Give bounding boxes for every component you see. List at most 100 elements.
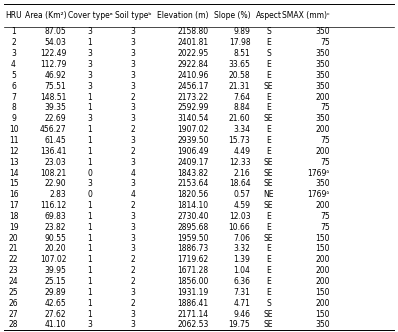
Text: 4.59: 4.59 — [233, 201, 250, 210]
Text: 54.03: 54.03 — [45, 38, 66, 47]
Text: 2410.96: 2410.96 — [177, 71, 209, 80]
Text: 1769ᵟ: 1769ᵟ — [308, 190, 330, 199]
Text: 17: 17 — [9, 201, 18, 210]
Text: 23.03: 23.03 — [45, 158, 66, 167]
Text: 1769ᵟ: 1769ᵟ — [308, 169, 330, 178]
Text: 12: 12 — [9, 147, 18, 156]
Text: 1: 1 — [88, 125, 92, 134]
Text: 8.51: 8.51 — [234, 49, 250, 58]
Text: 200: 200 — [316, 277, 330, 286]
Text: 1814.10: 1814.10 — [178, 201, 209, 210]
Text: 87.05: 87.05 — [45, 28, 66, 37]
Text: 3: 3 — [131, 38, 136, 47]
Text: 3: 3 — [88, 71, 92, 80]
Text: 150: 150 — [316, 244, 330, 253]
Text: 4: 4 — [11, 60, 16, 69]
Text: 200: 200 — [316, 201, 330, 210]
Text: 1: 1 — [88, 299, 92, 308]
Text: 18: 18 — [9, 212, 18, 221]
Text: 8.84: 8.84 — [234, 104, 250, 113]
Text: 2.16: 2.16 — [234, 169, 250, 178]
Text: 350: 350 — [315, 28, 330, 37]
Text: 3: 3 — [131, 158, 136, 167]
Text: 3: 3 — [88, 179, 92, 188]
Text: 1: 1 — [88, 277, 92, 286]
Text: E: E — [266, 71, 271, 80]
Text: E: E — [266, 60, 271, 69]
Text: 3: 3 — [131, 114, 136, 123]
Text: Elevation (m): Elevation (m) — [157, 11, 209, 20]
Text: 2895.68: 2895.68 — [177, 223, 209, 232]
Text: 3: 3 — [88, 114, 92, 123]
Text: 20.58: 20.58 — [229, 71, 250, 80]
Text: 7: 7 — [11, 93, 16, 102]
Text: 25.15: 25.15 — [45, 277, 66, 286]
Text: 22.69: 22.69 — [45, 114, 66, 123]
Text: 350: 350 — [315, 71, 330, 80]
Text: 1856.00: 1856.00 — [177, 277, 209, 286]
Text: 9.89: 9.89 — [234, 28, 250, 37]
Text: 8: 8 — [11, 104, 16, 113]
Text: 16: 16 — [9, 190, 18, 199]
Text: 1: 1 — [88, 136, 92, 145]
Text: 21.60: 21.60 — [229, 114, 250, 123]
Text: 19: 19 — [9, 223, 18, 232]
Text: 20.20: 20.20 — [45, 244, 66, 253]
Text: SE: SE — [264, 82, 273, 91]
Text: 22.90: 22.90 — [45, 179, 66, 188]
Text: 41.10: 41.10 — [45, 320, 66, 329]
Text: 150: 150 — [316, 288, 330, 297]
Text: 3: 3 — [131, 244, 136, 253]
Text: 2: 2 — [131, 147, 135, 156]
Text: 1671.28: 1671.28 — [178, 266, 209, 275]
Text: 1: 1 — [88, 288, 92, 297]
Text: 1906.49: 1906.49 — [177, 147, 209, 156]
Text: NE: NE — [263, 190, 274, 199]
Text: 1: 1 — [88, 234, 92, 243]
Text: E: E — [266, 244, 271, 253]
Text: E: E — [266, 125, 271, 134]
Text: SE: SE — [264, 169, 273, 178]
Text: 2153.64: 2153.64 — [177, 179, 209, 188]
Text: Aspect: Aspect — [256, 11, 281, 20]
Text: 1907.02: 1907.02 — [177, 125, 209, 134]
Text: 4: 4 — [131, 169, 136, 178]
Text: 2062.53: 2062.53 — [177, 320, 209, 329]
Text: 122.49: 122.49 — [40, 49, 66, 58]
Text: 3.34: 3.34 — [233, 125, 250, 134]
Text: 21.31: 21.31 — [229, 82, 250, 91]
Text: 1719.62: 1719.62 — [177, 255, 209, 264]
Text: 29.89: 29.89 — [45, 288, 66, 297]
Text: 10.66: 10.66 — [228, 223, 250, 232]
Text: 1: 1 — [88, 223, 92, 232]
Text: 4.49: 4.49 — [233, 147, 250, 156]
Text: 18.64: 18.64 — [229, 179, 250, 188]
Text: 350: 350 — [315, 114, 330, 123]
Text: 1: 1 — [88, 38, 92, 47]
Text: 1: 1 — [88, 93, 92, 102]
Text: 1.04: 1.04 — [234, 266, 250, 275]
Text: 9: 9 — [11, 114, 16, 123]
Text: 150: 150 — [316, 309, 330, 319]
Text: 7.06: 7.06 — [233, 234, 250, 243]
Text: 6: 6 — [11, 82, 16, 91]
Text: 1931.19: 1931.19 — [177, 288, 209, 297]
Text: S: S — [266, 299, 271, 308]
Text: 7.31: 7.31 — [234, 288, 250, 297]
Text: 1820.56: 1820.56 — [177, 190, 209, 199]
Text: 39.95: 39.95 — [45, 266, 66, 275]
Text: 3: 3 — [131, 288, 136, 297]
Text: 3: 3 — [88, 60, 92, 69]
Text: 7.64: 7.64 — [233, 93, 250, 102]
Text: 3: 3 — [131, 136, 136, 145]
Text: 350: 350 — [315, 49, 330, 58]
Text: 350: 350 — [315, 60, 330, 69]
Text: 2: 2 — [131, 93, 135, 102]
Text: E: E — [266, 104, 271, 113]
Text: 3: 3 — [131, 234, 136, 243]
Text: E: E — [266, 212, 271, 221]
Text: SE: SE — [264, 320, 273, 329]
Text: 2: 2 — [131, 299, 135, 308]
Text: SE: SE — [264, 309, 273, 319]
Text: E: E — [266, 223, 271, 232]
